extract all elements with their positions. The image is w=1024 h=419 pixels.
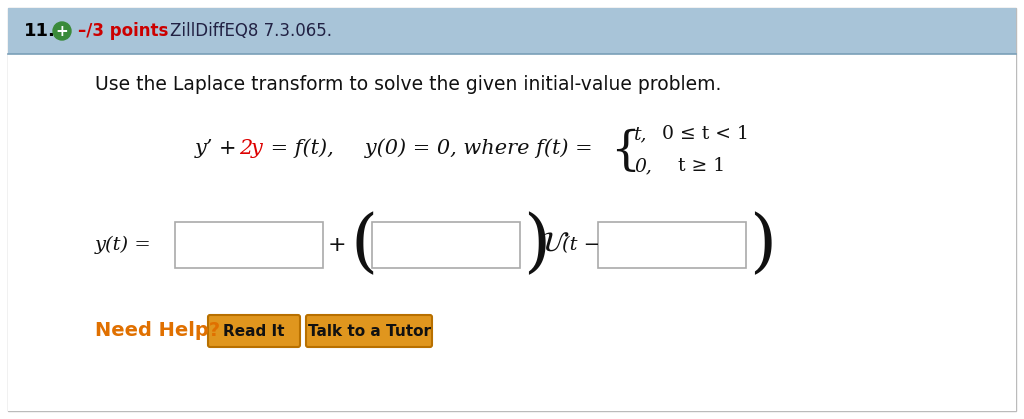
FancyBboxPatch shape	[306, 315, 432, 347]
Text: y(0) = 0, where f(t) =: y(0) = 0, where f(t) =	[345, 138, 593, 158]
Bar	[8, 8, 1016, 54]
Text: y(t) =: y(t) =	[95, 236, 152, 254]
Text: 0 ≤ t < 1: 0 ≤ t < 1	[662, 125, 749, 143]
FancyBboxPatch shape	[208, 315, 300, 347]
Text: –/3 points: –/3 points	[78, 22, 168, 40]
Text: ): )	[523, 212, 550, 278]
Text: Read It: Read It	[223, 323, 285, 339]
Text: Use the Laplace transform to solve the given initial-value problem.: Use the Laplace transform to solve the g…	[95, 75, 721, 95]
Text: Need Help?: Need Help?	[95, 321, 220, 339]
Bar	[372, 222, 520, 268]
Text: {: {	[610, 128, 640, 173]
Text: 0,: 0,	[634, 157, 652, 175]
Circle shape	[53, 22, 71, 40]
Text: t ≥ 1: t ≥ 1	[678, 157, 725, 175]
Text: y: y	[251, 139, 263, 158]
Text: +: +	[328, 235, 346, 255]
Bar	[8, 54, 1016, 411]
Text: ZillDiffEQ8 7.3.065.: ZillDiffEQ8 7.3.065.	[170, 22, 332, 40]
Bar	[175, 222, 323, 268]
Text: (t −: (t −	[562, 236, 600, 254]
Text: ): )	[749, 212, 776, 278]
Text: $\mathcal{U}$: $\mathcal{U}$	[541, 229, 569, 257]
Text: Talk to a Tutor: Talk to a Tutor	[307, 323, 430, 339]
Text: 2: 2	[239, 139, 252, 158]
Text: t,: t,	[634, 125, 647, 143]
Text: +: +	[55, 23, 69, 39]
Text: y’ +: y’ +	[195, 139, 244, 158]
Text: 11.: 11.	[24, 22, 56, 40]
Text: (: (	[350, 212, 377, 278]
Text: = f(t),: = f(t),	[264, 138, 334, 158]
Bar	[598, 222, 746, 268]
